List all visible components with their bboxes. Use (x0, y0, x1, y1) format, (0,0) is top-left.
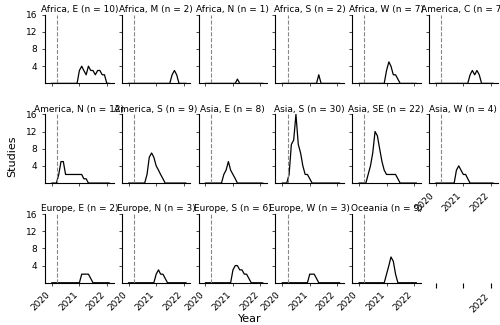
Title: Europe, S (n = 6): Europe, S (n = 6) (194, 204, 272, 213)
Text: Studies: Studies (8, 135, 18, 177)
Title: Oceania (n = 9): Oceania (n = 9) (350, 204, 422, 213)
Title: America, S (n = 9): America, S (n = 9) (114, 105, 198, 113)
Title: Africa, S (n = 2): Africa, S (n = 2) (274, 5, 345, 14)
Title: Africa, N (n = 1): Africa, N (n = 1) (196, 5, 270, 14)
Title: Africa, W (n = 7): Africa, W (n = 7) (349, 5, 424, 14)
Title: Africa, M (n = 2): Africa, M (n = 2) (119, 5, 193, 14)
Title: Asia, S (n = 30): Asia, S (n = 30) (274, 105, 345, 113)
Title: Africa, E (n = 10): Africa, E (n = 10) (40, 5, 118, 14)
Title: Europe, E (n = 2): Europe, E (n = 2) (40, 204, 118, 213)
Title: Asia, E (n = 8): Asia, E (n = 8) (200, 105, 265, 113)
Title: Asia, W (n = 4): Asia, W (n = 4) (430, 105, 497, 113)
Title: America, C (n = 7): America, C (n = 7) (422, 5, 500, 14)
Title: Asia, SE (n = 22): Asia, SE (n = 22) (348, 105, 424, 113)
Text: Year: Year (238, 314, 262, 324)
Title: Europe, W (n = 3): Europe, W (n = 3) (269, 204, 350, 213)
Title: Europe, N (n = 3): Europe, N (n = 3) (116, 204, 196, 213)
Title: America, N (n = 12): America, N (n = 12) (34, 105, 124, 113)
